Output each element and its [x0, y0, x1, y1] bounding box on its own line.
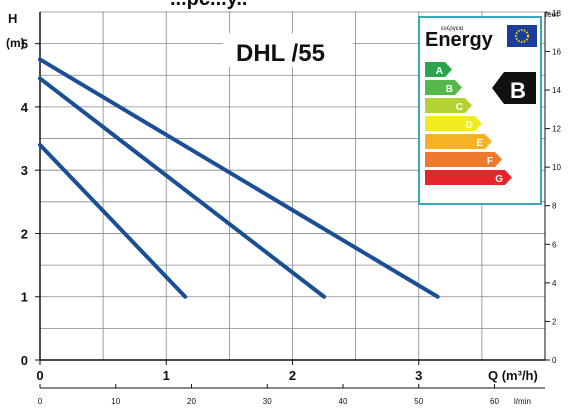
curves [38, 57, 440, 299]
x2-tick-label: 30 [263, 397, 272, 406]
energy-bar-letter: C [456, 102, 463, 113]
energy-bar-letter: E [476, 138, 483, 149]
x-tick-label: 0 [36, 368, 43, 383]
y2-tick-label: 6 [552, 240, 557, 249]
x-axis-label: Q (m³/h) [488, 368, 538, 383]
y-tick-label: 2 [21, 226, 28, 241]
pump-curve-3 [38, 57, 440, 299]
cut-heading-fragment: ...pc...y.. [170, 0, 247, 11]
y-tick-label: 1 [21, 290, 28, 305]
y2-tick-label: 2 [552, 317, 557, 326]
energy-bar-a [425, 62, 452, 77]
energy-bar-letter: B [446, 84, 453, 95]
title-box [223, 33, 353, 67]
y2-tick-label: 10 [552, 163, 561, 172]
pump-curve-1 [38, 142, 188, 299]
y2-tick-label: 4 [552, 279, 557, 288]
y-tick-label: 5 [21, 37, 28, 52]
y-tick-label: 4 [21, 100, 29, 115]
energy-bar-e [425, 134, 492, 149]
energy-bar-b [425, 80, 462, 95]
x2-axis-label: l/min [514, 397, 531, 406]
energy-rating-marker: B [492, 72, 536, 104]
energy-bar-letter: G [495, 174, 503, 185]
y2-tick-label: 0 [552, 356, 557, 365]
y2-tick-label: 16 [552, 47, 561, 56]
energy-rating-letter: B [510, 78, 526, 103]
energy-bar-g [425, 170, 512, 185]
y-tick-label: 0 [21, 353, 28, 368]
x2-tick-label: 10 [111, 397, 120, 406]
energy-bar-c [425, 98, 472, 113]
x-tick-label: 1 [163, 368, 170, 383]
energy-bar-letter: A [436, 66, 443, 77]
energy-bar-d [425, 116, 482, 131]
x2-tick-label: 50 [414, 397, 423, 406]
y2-tick-label: 12 [552, 125, 561, 134]
y-tick-label: 3 [21, 163, 28, 178]
energy-bar-f [425, 152, 502, 167]
energy-bar-letter: F [487, 156, 493, 167]
y-axis-label: H [8, 11, 17, 26]
chart-title: DHL /55 [236, 40, 325, 67]
y2-tick-label: 8 [552, 202, 557, 211]
pump-curve-2 [38, 76, 327, 299]
energy-bar-letter: D [466, 120, 473, 131]
energy-greek-word: ενέργεια [441, 25, 464, 32]
x-tick-label: 2 [289, 368, 296, 383]
y-axis-unit: (m) [6, 36, 25, 50]
eu-flag-icon [507, 25, 537, 47]
y2-tick-label: 18 [552, 9, 561, 18]
x-tick-label: 3 [415, 368, 422, 383]
y2-tick-label: 14 [552, 86, 561, 95]
x2-tick-label: 40 [339, 397, 348, 406]
y2-axis-label: feet [545, 10, 559, 19]
x2-tick-label: 0 [38, 397, 43, 406]
x2-tick-label: 60 [490, 397, 499, 406]
energy-word: Energy [425, 29, 494, 51]
x2-tick-label: 20 [187, 397, 196, 406]
